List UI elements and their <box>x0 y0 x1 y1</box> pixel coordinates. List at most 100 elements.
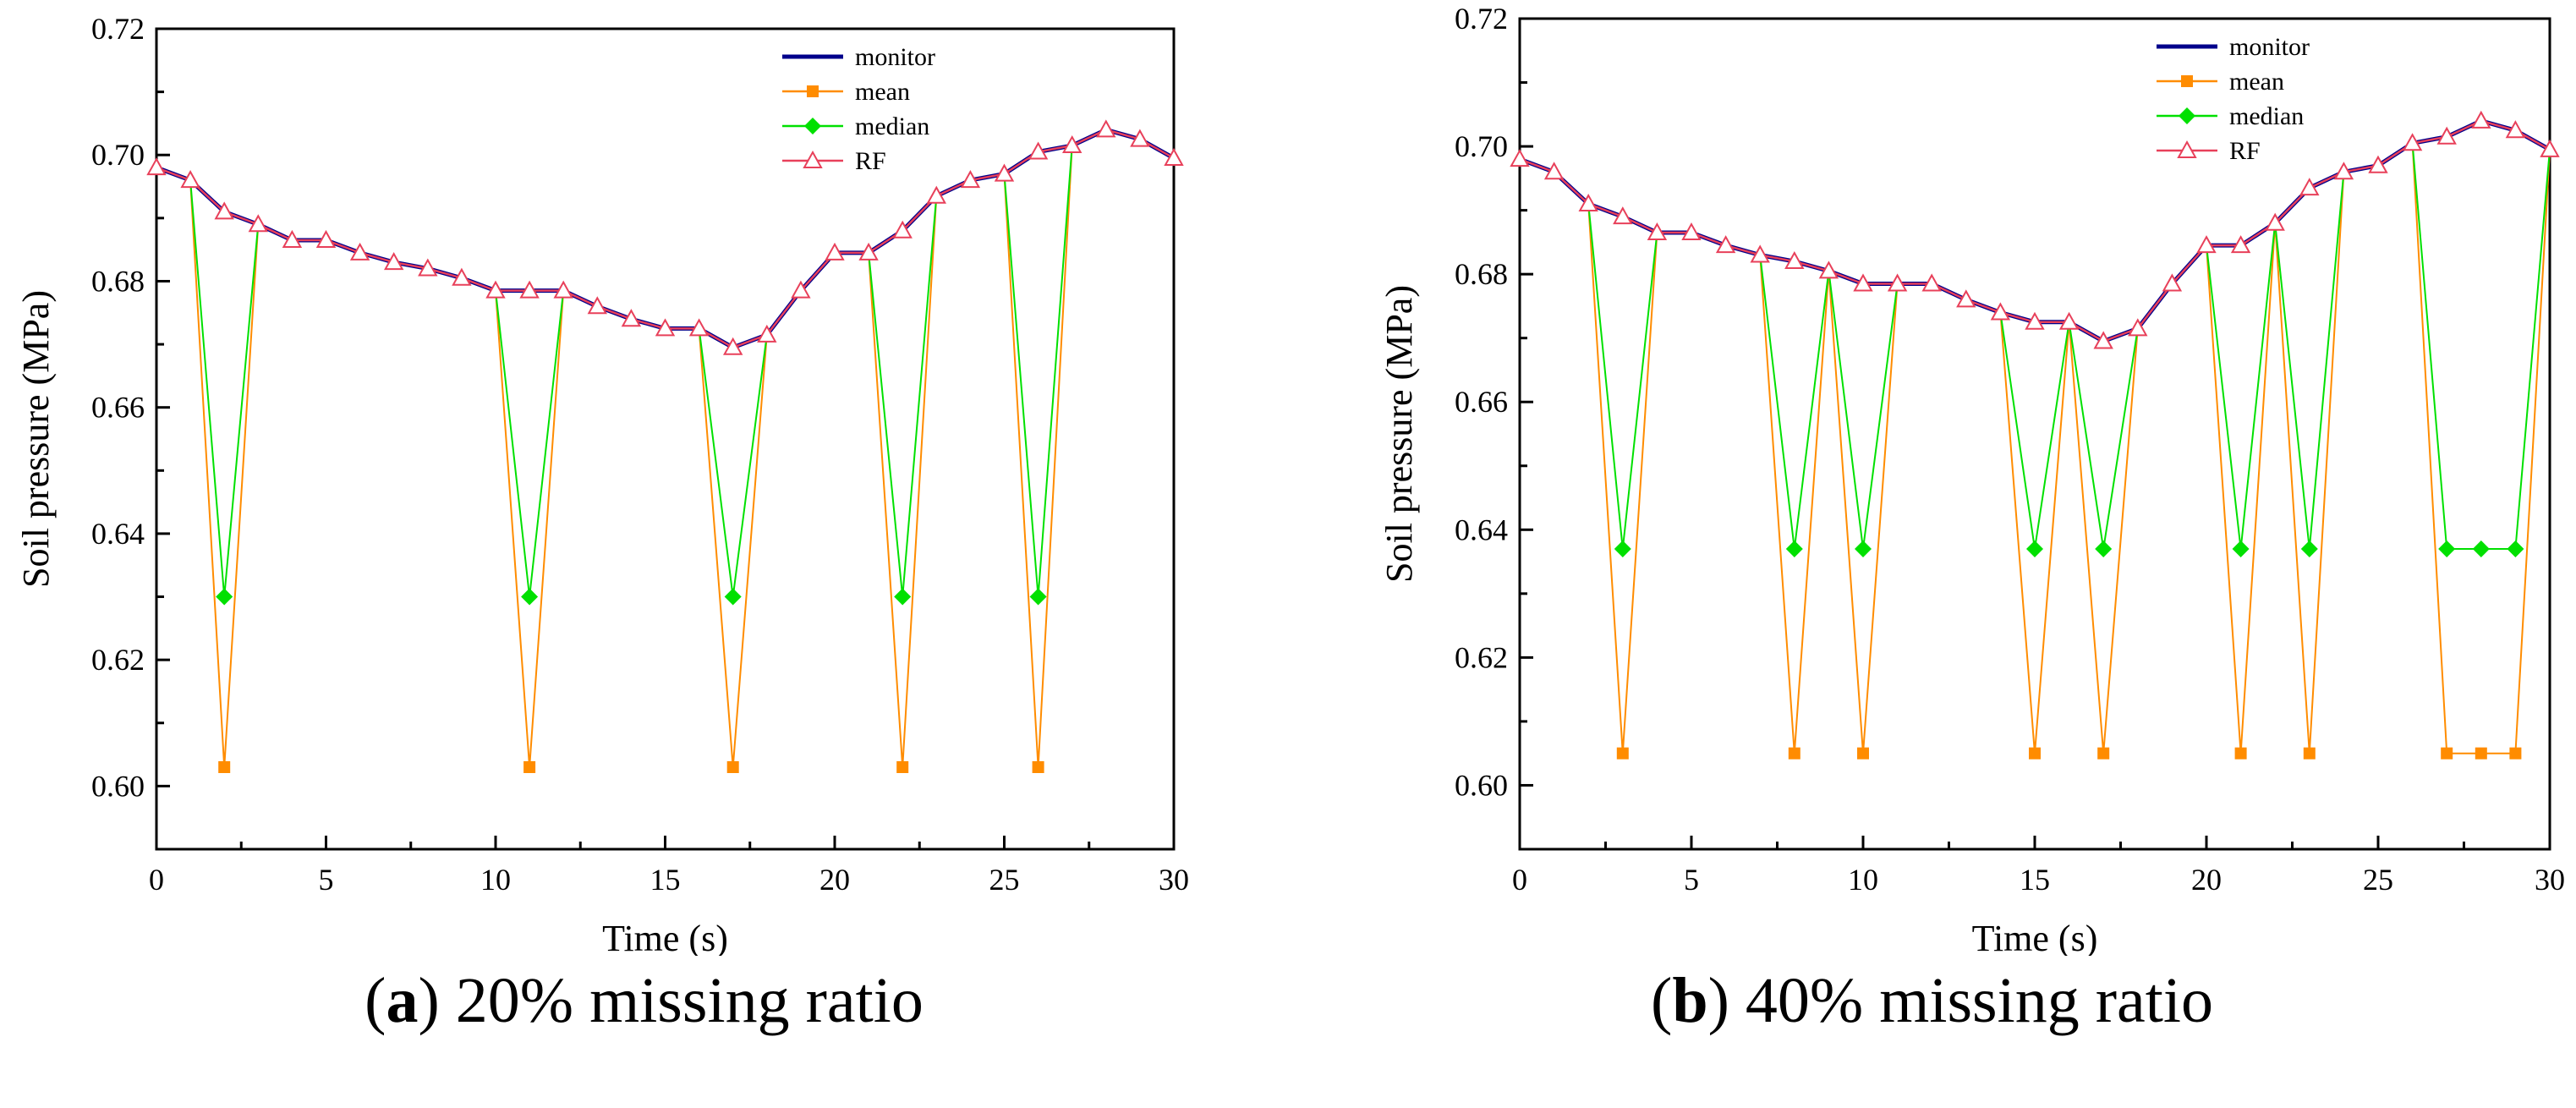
chart-a-point-rf <box>723 337 743 355</box>
chart-a-y-tick-label: 0.62 <box>91 643 145 677</box>
chart-b-point-median <box>1785 540 1803 557</box>
chart-a-point-median <box>894 588 912 606</box>
chart-b-point-mean <box>2097 747 2110 760</box>
caption-a: (a) 20% missing ratio <box>364 965 924 1036</box>
chart-a-y-tick-label: 0.64 <box>91 517 145 551</box>
chart-b-point-rf <box>1510 149 1530 167</box>
chart-b-x-tick-label: 10 <box>1848 863 1878 897</box>
chart-panel-b: 0 5 10 15 20 25 30 0.60 0.62 0.64 0.66 0.68 0.70 0.72… <box>1288 0 2576 1108</box>
chart-b-point-rf <box>1853 273 1873 292</box>
chart-a-point-rf <box>791 280 811 299</box>
chart-b-legend-marker-mean <box>2181 75 2193 87</box>
chart-a-x-tick-label: 10 <box>480 863 511 897</box>
chart-a-point-rf <box>214 201 234 220</box>
caption-a-letter: a <box>386 965 419 1036</box>
chart-b-point-rf <box>2540 139 2560 157</box>
chart-b-y-tick-label: 0.66 <box>1455 385 1508 419</box>
chart-b-y-tick-label: 0.64 <box>1455 513 1508 546</box>
chart-b-point-rf <box>2162 273 2183 292</box>
chart-a-legend: monitor mean median RF <box>782 43 935 175</box>
chart-a-svg: 0 5 10 15 20 25 30 0.60 0.62 0.64 0.66 0.68 0.70 0.72… <box>15 12 1189 956</box>
chart-b-point-rf <box>2230 235 2251 254</box>
chart-b-point-median <box>2507 540 2524 557</box>
chart-a-point-rf <box>384 252 404 271</box>
chart-b-point-rf <box>2093 331 2113 349</box>
chart-a-point-rf <box>1164 147 1184 166</box>
chart-b-series-line-median <box>1519 142 2551 550</box>
chart-b-point-mean <box>2475 747 2487 760</box>
chart-a-point-median <box>216 588 233 606</box>
chart-a-point-rf <box>621 309 642 327</box>
chart-b-series-markers-rf <box>1510 110 2560 349</box>
chart-a-x-tick-label: 0 <box>149 863 164 897</box>
chart-b-plot-frame <box>1518 17 2551 851</box>
chart-b-series-markers-median <box>1614 540 2524 557</box>
chart-b-y-tick-label: 0.72 <box>1455 2 1508 36</box>
chart-a-point-rf <box>858 242 879 261</box>
chart-a-point-mean <box>726 761 739 773</box>
chart-b-legend-label-monitor: monitor <box>2229 33 2310 61</box>
chart-b-point-rf <box>2436 126 2457 145</box>
chart-a-legend-label-monitor: monitor <box>855 43 935 71</box>
chart-b-legend-label-median: median <box>2229 102 2304 130</box>
chart-b-point-median <box>2300 540 2318 557</box>
chart-a-point-rf <box>960 170 981 189</box>
chart-b-point-mean <box>2441 747 2453 760</box>
chart-b-point-rf <box>1613 206 1633 225</box>
chart-a-x-tick-label: 15 <box>650 863 681 897</box>
chart-a-point-rf <box>418 258 438 277</box>
chart-a-y-tick-label: 0.66 <box>91 391 145 425</box>
chart-a-x-tick-label: 30 <box>1159 863 1189 897</box>
chart-a-y-tick-label: 0.72 <box>91 12 145 46</box>
chart-b-point-mean <box>1857 747 1869 760</box>
chart-b-point-rf <box>2058 311 2080 330</box>
chart-a-point-rf <box>688 318 710 337</box>
chart-b-point-rf <box>2402 133 2423 151</box>
chart-a-plot-frame <box>155 27 1176 851</box>
chart-b-point-median <box>2438 540 2456 557</box>
chart-a-x-tick-label: 25 <box>989 863 1020 897</box>
chart-b-point-rf <box>1647 222 1668 241</box>
chart-b-point-rf <box>1887 273 1908 292</box>
chart-a-legend-label-median: median <box>855 112 929 140</box>
chart-a-point-median <box>1029 588 1047 606</box>
chart-b-point-rf <box>2471 110 2491 129</box>
chart-b-point-mean <box>2509 747 2522 760</box>
chart-a-legend-label-rf: RF <box>855 147 886 175</box>
chart-a-point-rf <box>825 242 845 261</box>
chart-b-legend-label-rf: RF <box>2229 137 2261 165</box>
chart-b-point-rf <box>1681 222 1702 241</box>
chart-a-point-rf <box>1062 134 1082 154</box>
chart-b-x-tick-label: 30 <box>2535 863 2565 897</box>
chart-b-series-markers-mean <box>1616 747 2522 760</box>
chart-a-legend-marker-mean <box>807 85 819 97</box>
chart-a-point-mean <box>896 761 909 773</box>
chart-b-point-rf <box>1956 289 1976 308</box>
chart-b-x-axis-label: Time (s) <box>1972 918 2098 956</box>
chart-b-point-median <box>2232 540 2250 557</box>
chart-a-point-rf <box>1096 119 1116 138</box>
chart-b-point-rf <box>2265 212 2285 231</box>
caption-b-letter: b <box>1672 965 1708 1036</box>
chart-b-point-rf <box>1543 162 1565 180</box>
chart-b-legend-marker-rf <box>2177 140 2197 158</box>
chart-b-point-rf <box>1818 261 1839 279</box>
caption-b: (b) 40% missing ratio <box>1651 965 2213 1036</box>
caption-a-text: 20% missing ratio <box>455 965 924 1036</box>
chart-a-point-rf <box>485 280 506 299</box>
chart-a-point-rf <box>757 324 777 343</box>
chart-a-point-rf <box>655 318 676 337</box>
chart-b-x-tick-label: 15 <box>2020 863 2050 897</box>
chart-b-point-rf <box>2505 120 2526 139</box>
chart-b-point-mean <box>2303 747 2316 760</box>
chart-b-point-median <box>1614 540 1631 557</box>
chart-a-legend-marker-median <box>804 118 821 134</box>
chart-b-point-median <box>2472 540 2490 557</box>
chart-a-series-line-median <box>156 129 1175 598</box>
chart-b-y-tick-label: 0.62 <box>1455 640 1508 674</box>
chart-b-point-rf <box>1990 302 2011 321</box>
chart-a-point-rf <box>349 242 370 261</box>
chart-b-y-tick-label: 0.60 <box>1455 768 1508 802</box>
chart-b-point-mean <box>2234 747 2247 760</box>
chart-a-point-median <box>724 588 742 606</box>
